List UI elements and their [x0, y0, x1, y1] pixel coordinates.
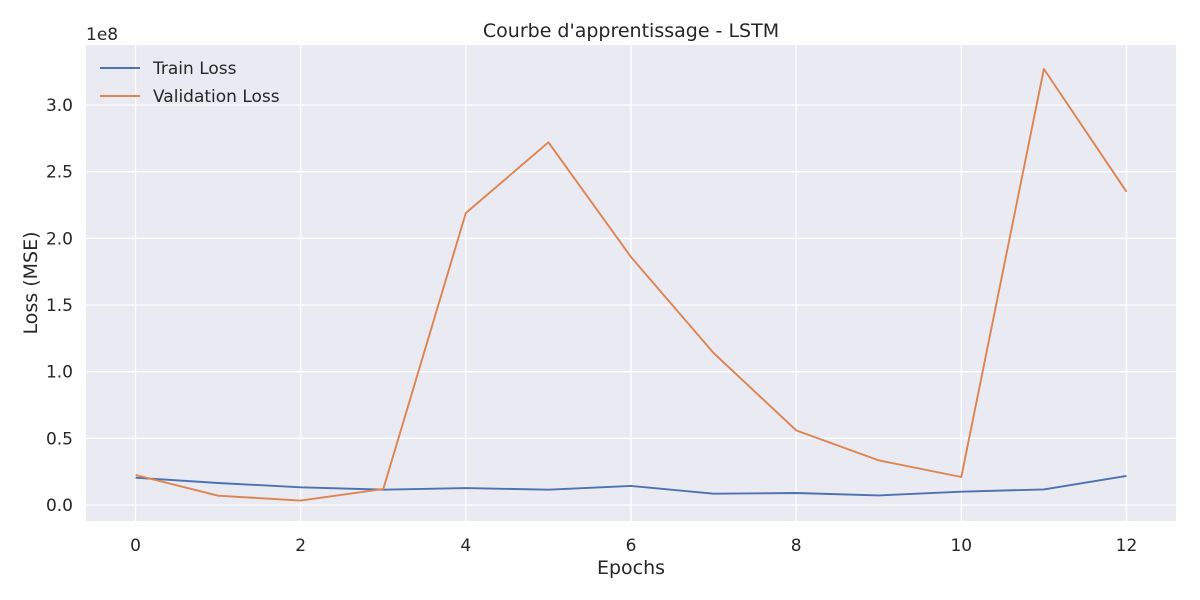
y-tick-label: 0.5 — [46, 429, 73, 449]
x-tick-label: 10 — [950, 536, 972, 556]
y-tick-label: 0.0 — [46, 496, 73, 516]
series-lines — [135, 68, 1128, 502]
series-line-train-loss — [135, 474, 1127, 497]
chart-title: Courbe d'apprentissage - LSTM — [483, 20, 779, 42]
y-tick-label: 3.0 — [46, 96, 73, 116]
y-offset-label: 1e8 — [86, 25, 118, 45]
grid-lines — [86, 45, 1176, 521]
y-tick-label: 2.0 — [46, 229, 73, 249]
y-tick-label: 1.5 — [46, 296, 73, 316]
x-tick-label: 12 — [1116, 536, 1138, 556]
series-line-validation-loss — [135, 68, 1128, 502]
x-tick-labels: 0 2 4 6 8 10 12 — [130, 536, 1137, 556]
y-axis-label: Loss (MSE) — [20, 232, 42, 335]
legend-label-validation-loss: Validation Loss — [153, 87, 280, 107]
legend: Train Loss Validation Loss — [100, 59, 280, 107]
x-axis-label: Epochs — [597, 557, 665, 579]
y-tick-label: 1.0 — [46, 363, 73, 383]
x-tick-label: 0 — [130, 536, 141, 556]
x-tick-label: 4 — [460, 536, 471, 556]
x-tick-label: 2 — [295, 536, 306, 556]
x-tick-label: 8 — [791, 536, 802, 556]
y-tick-labels: 0.0 0.5 1.0 1.5 2.0 2.5 3.0 — [46, 96, 73, 516]
x-tick-label: 6 — [626, 536, 637, 556]
legend-label-train-loss: Train Loss — [152, 59, 237, 79]
y-tick-label: 2.5 — [46, 163, 73, 183]
